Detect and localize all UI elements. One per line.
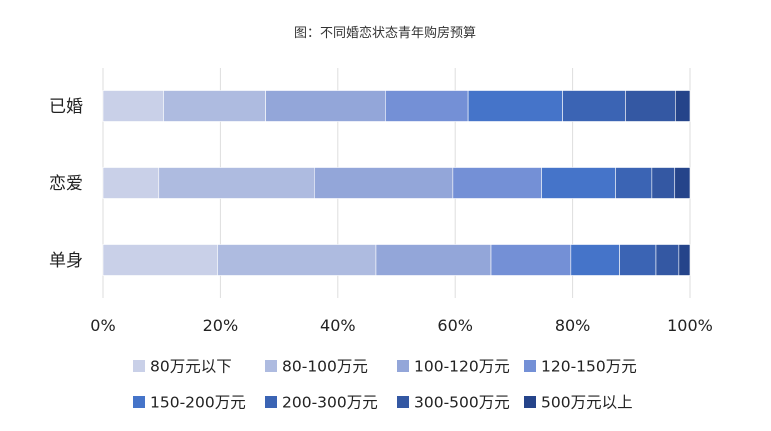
legend-swatch <box>265 396 277 408</box>
legend-label: 120-150万元 <box>541 358 637 376</box>
legend-label: 150-200万元 <box>150 394 246 412</box>
bar-segment <box>158 167 315 199</box>
x-tick-label: 20% <box>203 316 239 335</box>
legend-label: 80万元以下 <box>150 358 232 376</box>
chart-title: 图：不同婚恋状态青年购房预算 <box>294 25 476 41</box>
x-tick-label: 60% <box>437 316 473 335</box>
bar-segment <box>562 90 626 122</box>
legend-label: 100-120万元 <box>414 358 510 376</box>
bar-segment <box>674 167 691 199</box>
legend-swatch <box>133 360 145 372</box>
legend-label: 80-100万元 <box>282 358 368 376</box>
bar-segment <box>314 167 454 199</box>
legend-label: 500万元以上 <box>541 394 633 412</box>
bar-segment <box>385 90 469 122</box>
x-tick-label: 100% <box>667 316 713 335</box>
bar-segment <box>467 90 563 122</box>
x-tick-label: 40% <box>320 316 356 335</box>
bar-segment <box>651 167 676 199</box>
legend-label: 300-500万元 <box>414 394 510 412</box>
bar-segment <box>570 244 620 276</box>
x-tick-labels: 0% 20% 40% 60% 80% 100% <box>90 316 713 335</box>
legend-label: 200-300万元 <box>282 394 378 412</box>
legend-swatch <box>524 360 536 372</box>
bar-segment <box>217 244 377 276</box>
legend: 80万元以下 80-100万元 100-120万元 120-150万元 150-200万… <box>133 358 637 412</box>
legend-swatch <box>265 360 277 372</box>
bar-segment <box>615 167 653 199</box>
bar-segment <box>102 90 164 122</box>
category-label: 恋爱 <box>49 173 83 194</box>
legend-swatch <box>397 396 409 408</box>
bar-segment <box>452 167 542 199</box>
bar-segment <box>541 167 616 199</box>
category-label: 已婚 <box>49 97 83 117</box>
bar-segment <box>675 90 691 122</box>
x-tick-label: 0% <box>90 316 115 335</box>
bar-segment <box>625 90 676 122</box>
bar-segment <box>102 167 160 199</box>
bar-segment <box>102 244 218 276</box>
bar-segment <box>163 90 266 122</box>
bar-segment <box>265 90 386 122</box>
legend-swatch <box>397 360 409 372</box>
bar-segment <box>678 244 691 276</box>
x-tick-label: 80% <box>555 316 591 335</box>
bar-segment <box>490 244 572 276</box>
bar-segment <box>655 244 680 276</box>
legend-swatch <box>524 396 536 408</box>
bars <box>102 90 691 276</box>
bar-segment <box>619 244 657 276</box>
legend-swatch <box>133 396 145 408</box>
bar-segment <box>375 244 492 276</box>
category-label: 单身 <box>49 251 83 271</box>
